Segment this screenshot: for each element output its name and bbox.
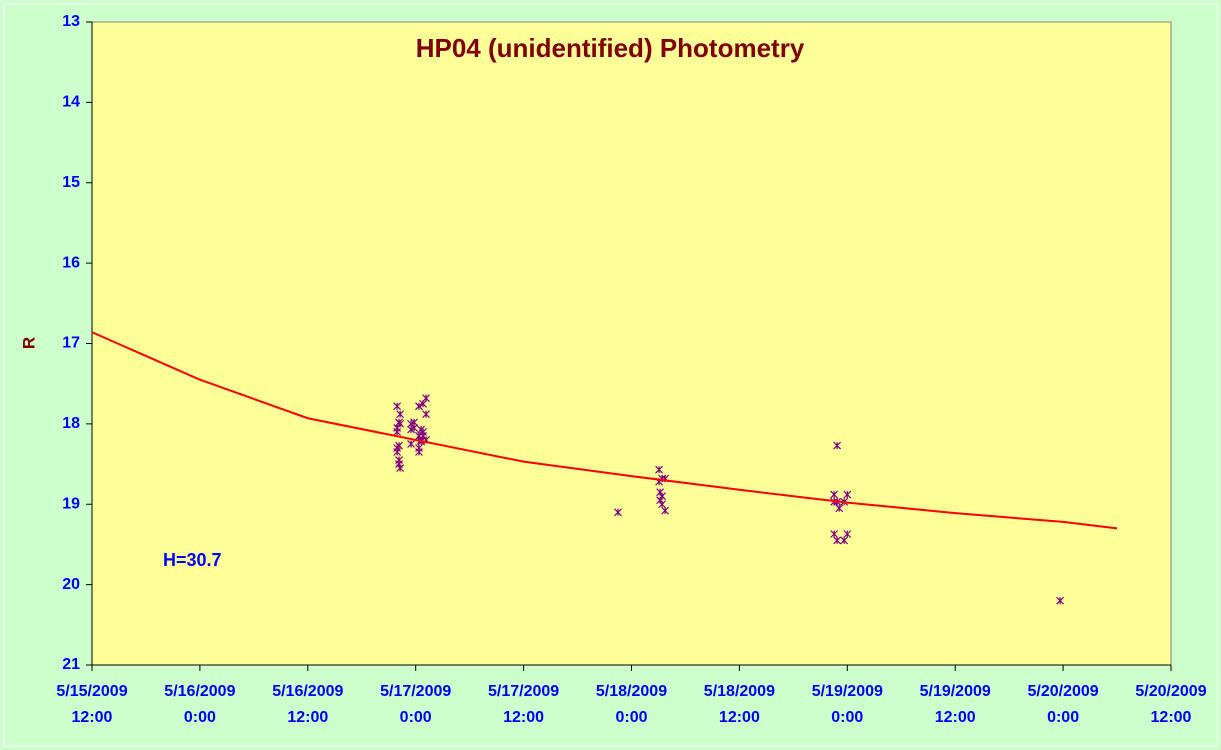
data-point [655,465,663,474]
x-tick-label: 5/18/2009 12:00 [703,683,775,726]
data-point [830,490,839,499]
x-tick-label: 5/17/2009 12:00 [488,683,560,726]
data-point [396,419,405,428]
data-point [393,427,402,436]
x-tick-label: 5/16/2009 12:00 [272,683,344,726]
x-tick-label: 5/18/2009 0:00 [595,683,668,726]
data-point [395,441,403,450]
x-tick-label: 5/19/2009 12:00 [919,683,991,726]
y-axis-label: R [19,337,38,349]
data-point [410,423,418,432]
y-tick-label: 13 [62,13,80,30]
data-point [661,506,669,515]
y-tick-label: 14 [62,94,80,111]
data-point [833,536,842,545]
frame [3,3,1218,747]
y-tick-label: 20 [62,576,80,593]
data-point [835,504,844,513]
data-point [396,464,405,473]
x-tick-label: 5/20/2009 12:00 [1135,683,1207,726]
data-point [840,536,849,545]
data-point [415,402,423,411]
x-tick-label: 5/20/2009 0:00 [1027,683,1099,726]
data-point [393,402,402,411]
y-tick-label: 19 [62,495,80,512]
data-point [843,530,852,538]
data-point [419,427,427,436]
y-tick-label: 17 [62,335,80,352]
y-tick-label: 16 [62,254,80,271]
data-point [658,500,666,509]
data-point [422,394,430,403]
x-tick-label: 5/15/2009 12:00 [56,683,128,726]
data-point [830,530,839,538]
data-point [843,490,852,499]
y-tick-label: 21 [62,656,80,673]
data-point [833,441,842,450]
data-point [1056,596,1065,605]
chart-title: HP04 (unidentified) Photometry [416,33,805,63]
y-tick-label: 18 [62,415,80,432]
y-tick-label: 15 [62,174,80,191]
annotation: H=30.7 [163,550,222,570]
data-point [614,508,622,517]
plot-area [91,21,1172,666]
x-tick-label: 5/19/2009 0:00 [811,683,883,726]
data-point [422,410,430,419]
x-tick-label: 5/16/2009 0:00 [164,683,236,726]
data-point [407,440,415,448]
x-tick-label: 5/17/2009 0:00 [380,683,452,726]
fit-line [91,331,1118,530]
data-point [396,410,405,419]
data-point [415,448,423,456]
data-point [658,492,666,501]
